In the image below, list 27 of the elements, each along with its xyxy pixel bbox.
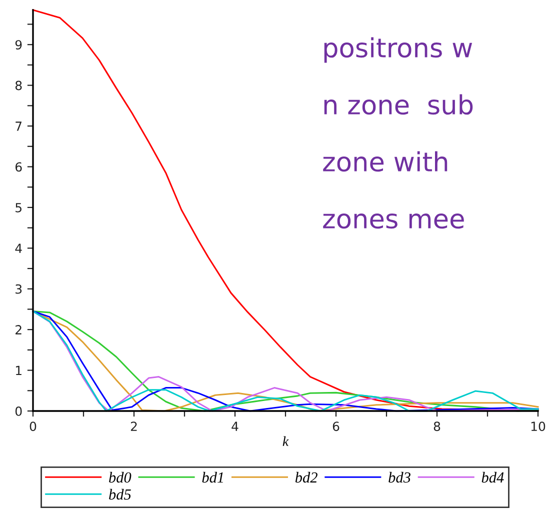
y-tick-label: 3 xyxy=(16,284,22,294)
y-tick-label: 4 xyxy=(15,244,22,253)
y-tick-label: 7 xyxy=(16,122,22,131)
legend-label: bd4 xyxy=(482,472,504,483)
x-tick-label: 4 xyxy=(232,422,238,431)
legend-label: bd5 xyxy=(109,488,131,500)
x-tick-label: 10 xyxy=(531,422,546,432)
y-tick-label: 8 xyxy=(15,80,22,90)
y-tick-label: 2 xyxy=(16,325,22,334)
annotation: n zone sub xyxy=(324,94,473,115)
x-tick-label: 6 xyxy=(332,422,340,432)
y-tick-label: 5 xyxy=(16,203,22,212)
y-tick-label: 1 xyxy=(16,366,22,376)
x-tick-label: 2 xyxy=(130,422,137,431)
annotation: zone with xyxy=(323,151,448,172)
legend-label: bd3 xyxy=(388,472,410,483)
y-tick-label: 0 xyxy=(15,406,22,416)
x-tick-label: 0 xyxy=(30,422,36,432)
x-tick-label: 8 xyxy=(434,422,440,432)
legend-label: bd1 xyxy=(202,472,223,483)
y-tick-label: 6 xyxy=(16,162,22,172)
y-tick-label: 9 xyxy=(15,40,22,50)
legend-label: bd2 xyxy=(295,472,318,483)
annotation: zones mee xyxy=(323,214,464,229)
annotation: positrons w xyxy=(324,37,472,63)
x-axis-title: k xyxy=(282,436,289,446)
legend-label: bd0 xyxy=(109,472,132,483)
